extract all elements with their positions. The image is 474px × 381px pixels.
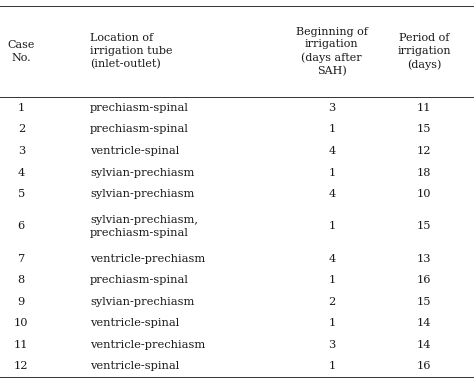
Text: 14: 14 [417,340,431,350]
Text: Beginning of
irrigation
(days after
SAH): Beginning of irrigation (days after SAH) [296,27,368,76]
Text: 10: 10 [14,319,28,328]
Text: sylvian-prechiasm: sylvian-prechiasm [90,189,194,199]
Text: 16: 16 [417,275,431,285]
Text: ventricle-spinal: ventricle-spinal [90,362,179,371]
Text: 15: 15 [417,125,431,134]
Text: 15: 15 [417,221,431,231]
Text: sylvian-prechiasm: sylvian-prechiasm [90,168,194,178]
Text: 10: 10 [417,189,431,199]
Text: prechiasm-spinal: prechiasm-spinal [90,275,189,285]
Text: Period of
irrigation
(days): Period of irrigation (days) [397,33,451,70]
Text: 11: 11 [14,340,28,350]
Text: 14: 14 [417,319,431,328]
Text: 8: 8 [18,275,25,285]
Text: 5: 5 [18,189,25,199]
Text: 4: 4 [328,146,336,156]
Text: prechiasm-spinal: prechiasm-spinal [90,125,189,134]
Text: ventricle-spinal: ventricle-spinal [90,319,179,328]
Text: ventricle-spinal: ventricle-spinal [90,146,179,156]
Text: 1: 1 [328,319,336,328]
Text: 12: 12 [417,146,431,156]
Text: 18: 18 [417,168,431,178]
Text: 11: 11 [417,103,431,113]
Text: 4: 4 [328,189,336,199]
Text: 1: 1 [328,168,336,178]
Text: 13: 13 [417,254,431,264]
Text: 1: 1 [328,125,336,134]
Text: 16: 16 [417,362,431,371]
Text: 1: 1 [328,221,336,231]
Text: 15: 15 [417,297,431,307]
Text: 9: 9 [18,297,25,307]
Text: 12: 12 [14,362,28,371]
Text: 2: 2 [18,125,25,134]
Text: prechiasm-spinal: prechiasm-spinal [90,103,189,113]
Text: ventricle-prechiasm: ventricle-prechiasm [90,340,205,350]
Text: 1: 1 [328,362,336,371]
Text: 1: 1 [328,275,336,285]
Text: sylvian-prechiasm: sylvian-prechiasm [90,297,194,307]
Text: 3: 3 [18,146,25,156]
Text: Location of
irrigation tube
(inlet-outlet): Location of irrigation tube (inlet-outle… [90,34,173,69]
Text: Case
No.: Case No. [8,40,35,63]
Text: 1: 1 [18,103,25,113]
Text: 4: 4 [328,254,336,264]
Text: sylvian-prechiasm,
prechiasm-spinal: sylvian-prechiasm, prechiasm-spinal [90,215,198,238]
Text: 7: 7 [18,254,25,264]
Text: 4: 4 [18,168,25,178]
Text: 3: 3 [328,340,336,350]
Text: ventricle-prechiasm: ventricle-prechiasm [90,254,205,264]
Text: 3: 3 [328,103,336,113]
Text: 6: 6 [18,221,25,231]
Text: 2: 2 [328,297,336,307]
